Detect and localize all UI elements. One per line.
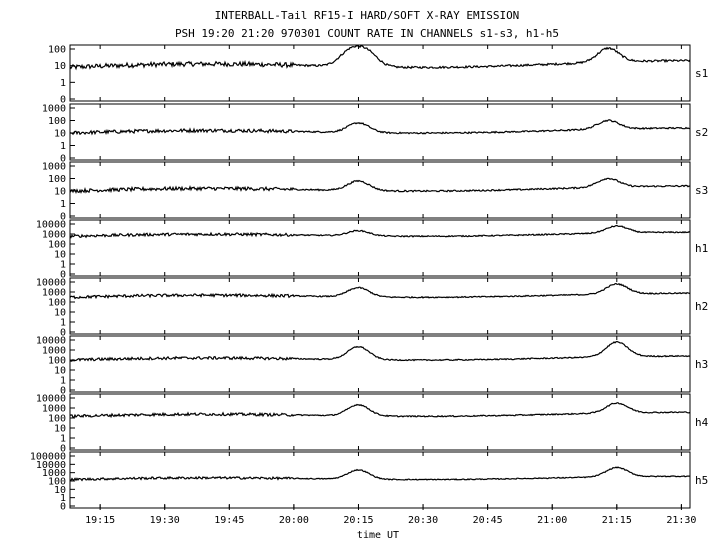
series-s3 [69, 177, 691, 195]
y-tick-label: 100000 [30, 452, 66, 463]
series-h5 [69, 466, 690, 482]
y-tick-label: 10 [54, 250, 66, 261]
channel-label: h5 [695, 474, 708, 487]
y-tick-label: 0 [60, 212, 66, 223]
channel-label: h2 [695, 300, 708, 313]
y-tick-label: 100 [48, 298, 66, 309]
x-tick-label: 20:30 [408, 515, 438, 526]
y-tick-label: 1000 [42, 230, 66, 241]
x-tick-label: 19:45 [214, 515, 244, 526]
y-tick-label: 10000 [36, 460, 66, 471]
y-tick-label: 1 [60, 141, 66, 152]
series-s1 [69, 44, 691, 71]
y-tick-label: 100 [48, 240, 66, 251]
y-tick-label: 10000 [36, 220, 66, 231]
y-tick-label: 1 [60, 260, 66, 271]
y-tick-label: 1000 [42, 346, 66, 357]
x-tick-label: 20:45 [473, 515, 503, 526]
panel-frame [69, 451, 691, 509]
x-tick-label: 20:00 [279, 515, 309, 526]
y-tick-label: 10 [54, 61, 66, 72]
y-tick-label: 1000 [42, 104, 66, 115]
panel-frame [69, 103, 691, 161]
series-h4 [69, 402, 691, 419]
x-tick-label: 19:15 [85, 515, 115, 526]
series-h2 [69, 282, 691, 300]
x-tick-label: 21:00 [537, 515, 567, 526]
y-tick-label: 0 [60, 95, 66, 106]
series-s2 [69, 119, 691, 136]
panel-frame [69, 219, 691, 277]
y-tick-label: 1 [60, 78, 66, 89]
channel-label: h1 [695, 242, 708, 255]
y-tick-label: 1000 [42, 468, 66, 479]
panel-frame [69, 393, 691, 451]
x-tick-label: 19:30 [150, 515, 180, 526]
y-tick-label: 0 [60, 502, 66, 513]
x-tick-label: 20:15 [343, 515, 373, 526]
panel-frame [69, 335, 691, 393]
y-tick-label: 100 [48, 174, 66, 185]
series-h1 [69, 224, 691, 239]
y-tick-label: 0 [60, 270, 66, 281]
channel-label: s3 [695, 184, 708, 197]
y-tick-label: 10000 [36, 394, 66, 405]
x-axis-title: time UT [357, 530, 399, 541]
y-tick-label: 10 [54, 187, 66, 198]
x-axis: 19:15 19:30 19:45 20:00 20:15 20:30 20:45 21:00… [85, 505, 696, 526]
chart-subtitle: PSH 19:20 21:20 970301 COUNT RATE IN CHA… [175, 27, 559, 40]
y-tick-label: 10 [54, 308, 66, 319]
y-tick-label: 1 [60, 318, 66, 329]
y-tick-label: 10 [54, 485, 66, 496]
y-tick-label: 10000 [36, 336, 66, 347]
panel-frame [69, 277, 691, 335]
panel-frame [69, 44, 691, 102]
y-tick-label: 1 [60, 493, 66, 504]
y-tick-label: 10 [54, 424, 66, 435]
panels-group: 1001010s110001001010s210001001010s310000… [30, 44, 709, 513]
channel-label: h3 [695, 358, 708, 371]
y-tick-label: 10000 [36, 278, 66, 289]
y-tick-label: 1000 [42, 404, 66, 415]
chart-title: INTERBALL-Tail RF15-I HARD/SOFT X-RAY EM… [215, 9, 520, 22]
y-tick-label: 0 [60, 328, 66, 339]
y-tick-label: 1000 [42, 288, 66, 299]
panel-frame [69, 161, 691, 219]
channel-label: h4 [695, 416, 709, 429]
y-tick-label: 100 [48, 356, 66, 367]
x-tick-label: 21:15 [602, 515, 632, 526]
y-tick-label: 10 [54, 366, 66, 377]
y-tick-label: 100 [48, 116, 66, 127]
x-tick-label: 21:30 [666, 515, 696, 526]
channel-label: s2 [695, 126, 708, 139]
y-tick-label: 100 [48, 477, 66, 488]
y-tick-label: 0 [60, 386, 66, 397]
y-tick-label: 100 [48, 414, 66, 425]
y-tick-label: 10 [54, 129, 66, 140]
series-h3 [69, 340, 691, 362]
y-tick-label: 1 [60, 199, 66, 210]
channel-label: s1 [695, 67, 708, 80]
y-tick-label: 1000 [42, 162, 66, 173]
y-tick-label: 0 [60, 154, 66, 165]
y-tick-label: 1 [60, 376, 66, 387]
y-tick-label: 1 [60, 434, 66, 445]
y-tick-label: 100 [48, 45, 66, 56]
y-tick-label: 0 [60, 444, 66, 455]
